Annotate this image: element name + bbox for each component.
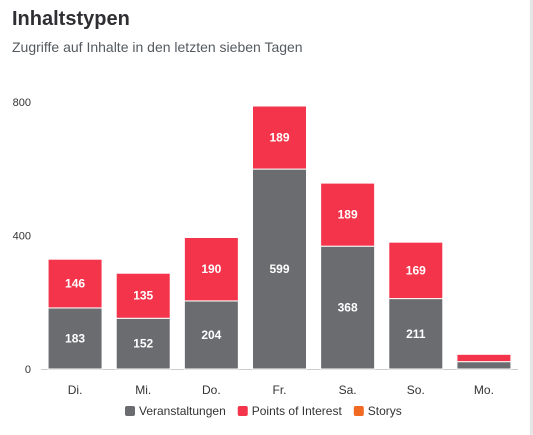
bar-veranstaltungen (320, 245, 376, 370)
bar-points-of-interest (252, 105, 307, 170)
bar-veranstaltungen (183, 300, 239, 370)
legend-swatch-storys (353, 406, 364, 416)
data-label: 189 (338, 208, 358, 222)
legend-label-veranstaltungen: Veranstaltungen (139, 404, 226, 418)
bar-points-of-interest (456, 353, 512, 363)
legend-label-storys: Storys (368, 404, 402, 418)
bar-points-of-interest (183, 237, 239, 302)
data-label: 211 (406, 327, 426, 341)
data-label: 368 (338, 301, 358, 315)
x-tick-label: Sa. (339, 383, 357, 397)
bar-veranstaltungen (47, 307, 103, 370)
x-tick-label: So. (407, 383, 425, 397)
data-label: 190 (201, 262, 221, 276)
x-tick-label: Mi. (135, 383, 151, 397)
chart-title: Inhaltstypen (12, 8, 130, 30)
data-label: 183 (65, 331, 85, 345)
legend-label-points-of-interest: Points of Interest (252, 404, 343, 418)
bar-veranstaltungen (252, 168, 307, 370)
bar-points-of-interest (388, 241, 444, 300)
legend-swatch-veranstaltungen (125, 406, 135, 416)
x-tick-label: Fr. (273, 383, 287, 397)
x-tick-label: Do. (202, 383, 221, 397)
y-tick-label: 400 (13, 231, 31, 243)
bar-points-of-interest (47, 258, 103, 309)
card-border (530, 0, 533, 435)
data-label: 146 (65, 277, 85, 291)
x-tick-label: Di. (68, 383, 83, 397)
legend-swatch-points-of-interest (237, 406, 248, 416)
data-label: 204 (201, 328, 221, 342)
data-label: 599 (269, 262, 289, 276)
y-tick-label: 800 (13, 97, 31, 109)
bar-points-of-interest (115, 272, 171, 319)
data-label: 152 (133, 337, 153, 351)
bar-veranstaltungen (115, 317, 171, 370)
bar-points-of-interest (320, 182, 376, 247)
bar-veranstaltungen (388, 298, 444, 370)
chart-subtitle: Zugriffe auf Inhalte in den letzten sieb… (12, 39, 303, 55)
data-label: 135 (133, 289, 153, 303)
data-label: 189 (269, 131, 289, 145)
data-label: 169 (406, 263, 426, 277)
bar-veranstaltungen (456, 361, 512, 370)
x-tick-label: Mo. (474, 383, 494, 397)
y-tick-label: 0 (25, 364, 31, 376)
